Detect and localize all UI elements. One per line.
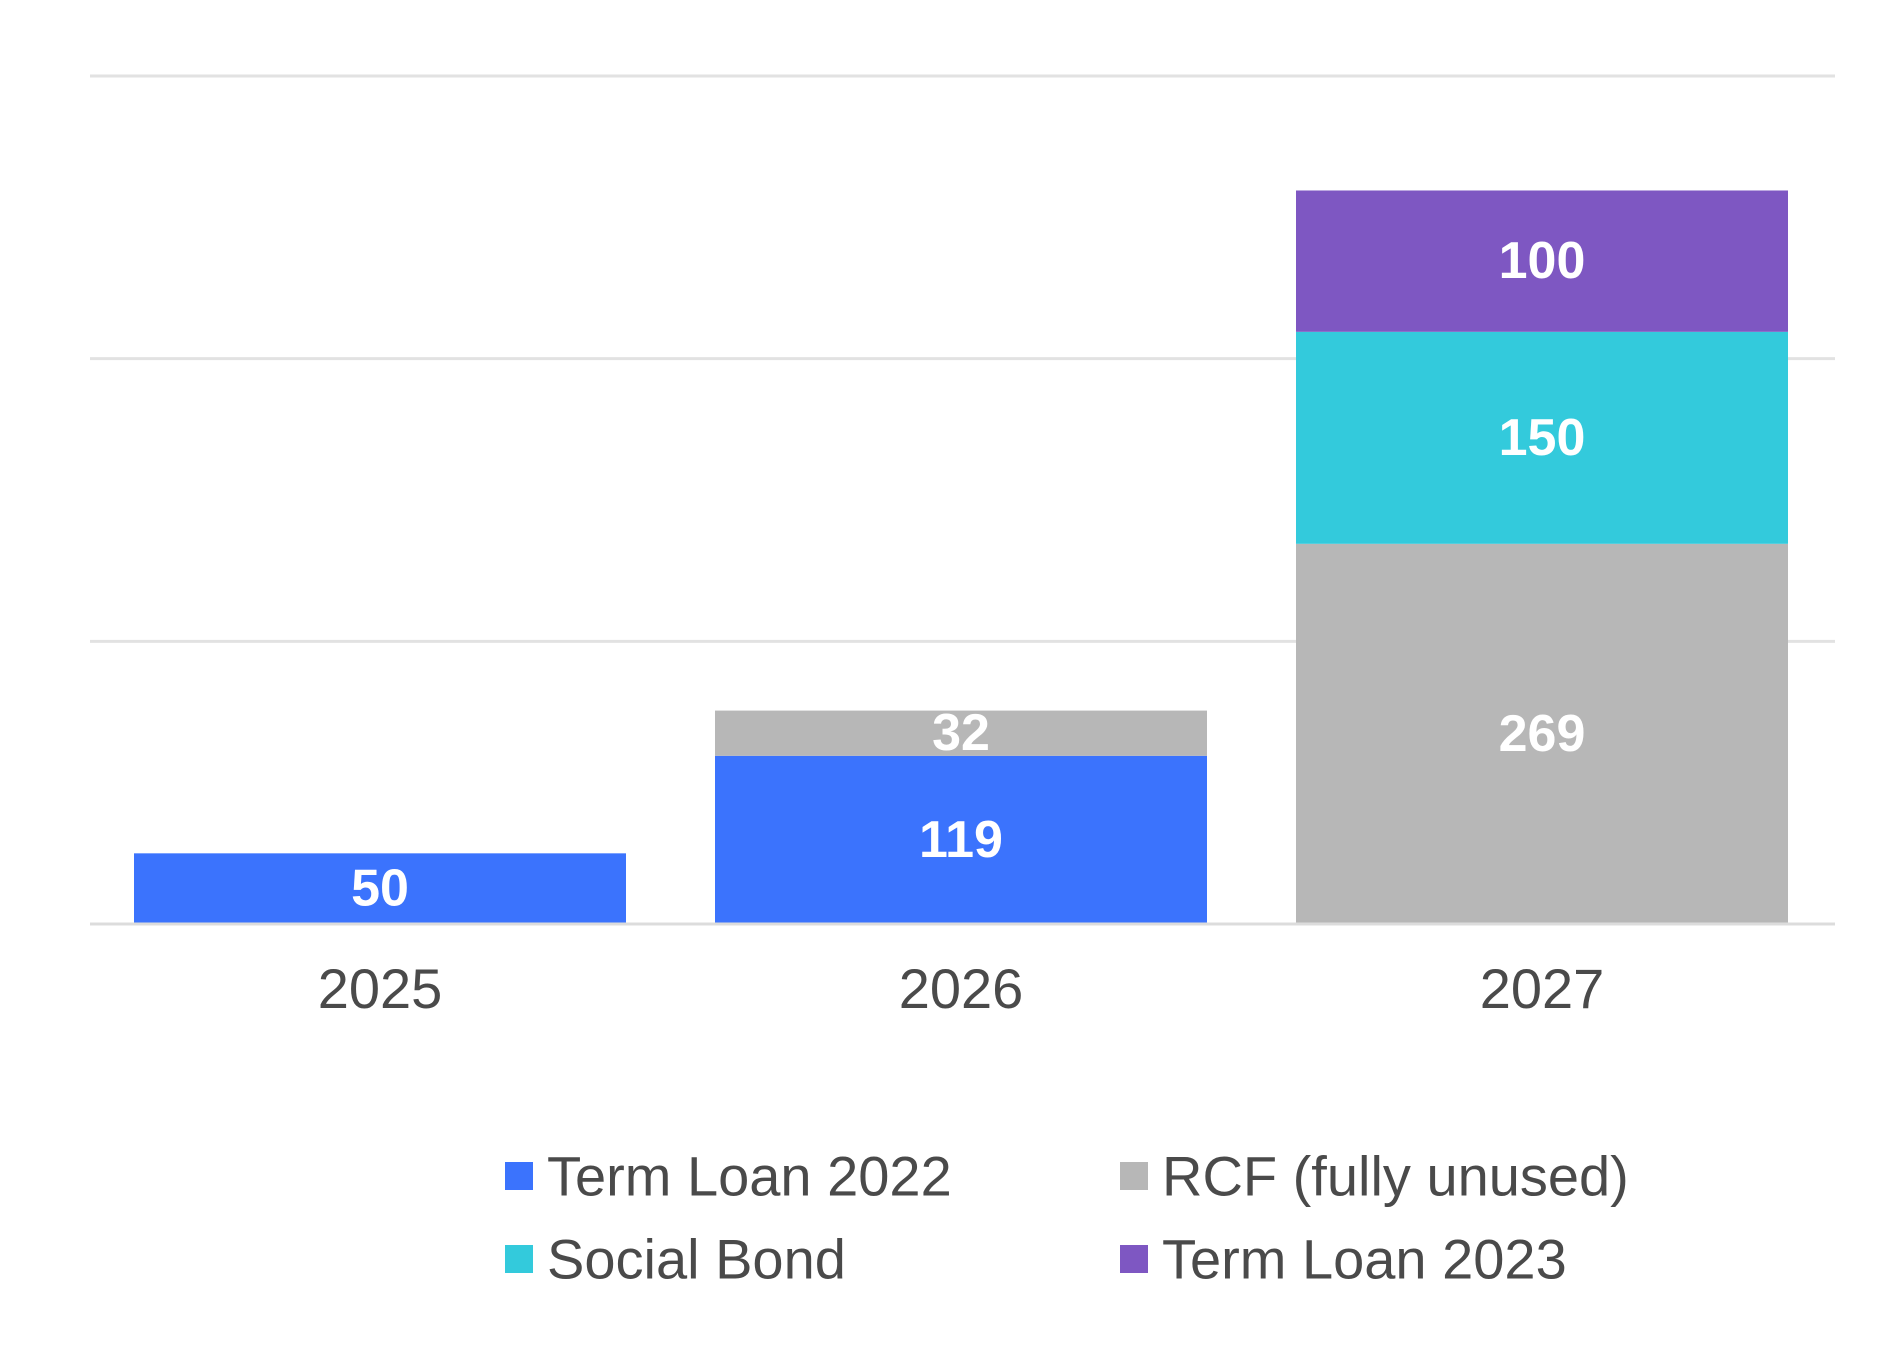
chart-data-labels: 50 119 32 269 150 100 xyxy=(351,232,1585,918)
chart-legend: Term Loan 2022 RCF (fully unused) Social B… xyxy=(505,1145,1629,1291)
x-tick-label-2026: 2026 xyxy=(899,957,1024,1020)
bar-segment-2027-1 xyxy=(1296,543,1788,924)
legend-item-2: Social Bond xyxy=(505,1228,846,1291)
legend-label: Term Loan 2022 xyxy=(547,1145,952,1208)
legend-item-0: Term Loan 2022 xyxy=(505,1145,952,1208)
legend-item-3: Term Loan 2023 xyxy=(1120,1228,1567,1291)
legend-label: Social Bond xyxy=(547,1228,846,1291)
data-label-2026-0: 119 xyxy=(919,811,1003,869)
data-label-2027-3: 100 xyxy=(1499,232,1586,290)
bar-segment-2027-3 xyxy=(1296,190,1788,332)
bar-segment-2026-0 xyxy=(715,755,1207,924)
legend-label: RCF (fully unused) xyxy=(1162,1145,1629,1208)
legend-swatch xyxy=(1120,1245,1148,1273)
x-tick-label-2025: 2025 xyxy=(318,957,443,1020)
legend-item-1: RCF (fully unused) xyxy=(1120,1145,1629,1208)
legend-swatch xyxy=(505,1245,533,1273)
data-label-2026-1: 32 xyxy=(932,704,990,762)
legend-label: Term Loan 2023 xyxy=(1162,1228,1567,1291)
legend-swatch xyxy=(1120,1162,1148,1190)
bar-segment-2025-0 xyxy=(134,853,626,924)
data-label-2025-0: 50 xyxy=(351,860,409,918)
data-label-2027-1: 269 xyxy=(1499,705,1586,763)
data-label-2027-2: 150 xyxy=(1499,409,1586,467)
bar-segment-2026-1 xyxy=(715,710,1207,756)
legend-swatch xyxy=(505,1162,533,1190)
x-tick-label-2027: 2027 xyxy=(1480,957,1605,1020)
chart-bars xyxy=(134,190,1788,924)
chart-category-labels: 2025 2026 2027 xyxy=(318,957,1605,1020)
bar-segment-2027-2 xyxy=(1296,331,1788,544)
